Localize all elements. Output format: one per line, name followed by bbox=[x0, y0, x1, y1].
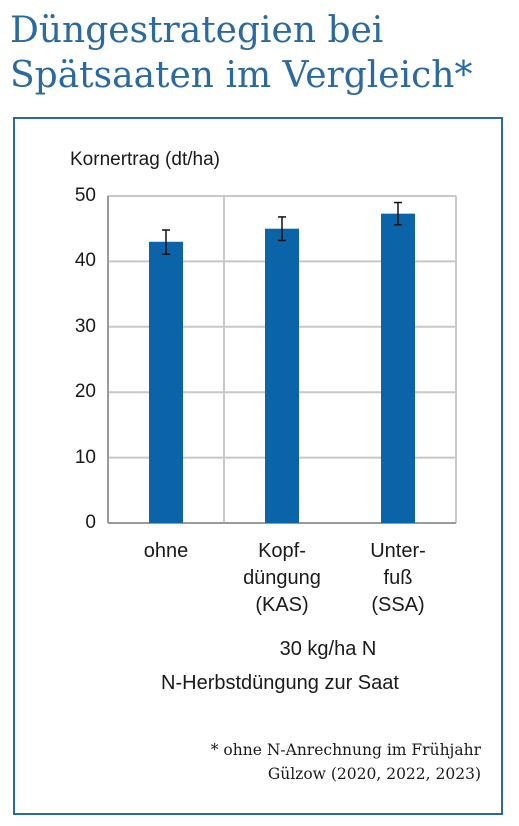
x-category-label: Unter-fuß (SSA) bbox=[370, 540, 426, 616]
y-tick-label: 10 bbox=[74, 446, 96, 468]
bar bbox=[149, 241, 183, 523]
title-line-1: Düngestrategien bei bbox=[10, 10, 384, 51]
y-tick-label: 20 bbox=[74, 381, 96, 403]
title-line-2: Spätsaaten im Vergleich* bbox=[10, 55, 473, 96]
bar bbox=[265, 228, 299, 523]
footnote-note: * ohne N-Anrechnung im Frühjahr bbox=[210, 741, 481, 759]
x-axis-label: N-Herbstdüngung zur Saat bbox=[161, 672, 399, 694]
bar bbox=[381, 213, 415, 523]
x-category-label: Kopf-düngung (KAS) bbox=[243, 540, 321, 616]
y-tick-label: 0 bbox=[85, 512, 96, 533]
y-tick-label: 30 bbox=[74, 315, 96, 337]
chart-frame bbox=[13, 117, 503, 815]
y-axis-label: Kornertrag (dt/ha) bbox=[70, 149, 220, 170]
y-tick-label: 50 bbox=[74, 185, 96, 206]
group-label: 30 kg/ha N bbox=[279, 638, 377, 660]
y-tick-label: 40 bbox=[74, 250, 96, 272]
footnote-source: Gülzow (2020, 2022, 2023) bbox=[267, 765, 481, 783]
chart-title: Düngestrategien bei Spätsaaten im Vergle… bbox=[10, 8, 510, 98]
x-category-label: ohne bbox=[143, 540, 189, 562]
